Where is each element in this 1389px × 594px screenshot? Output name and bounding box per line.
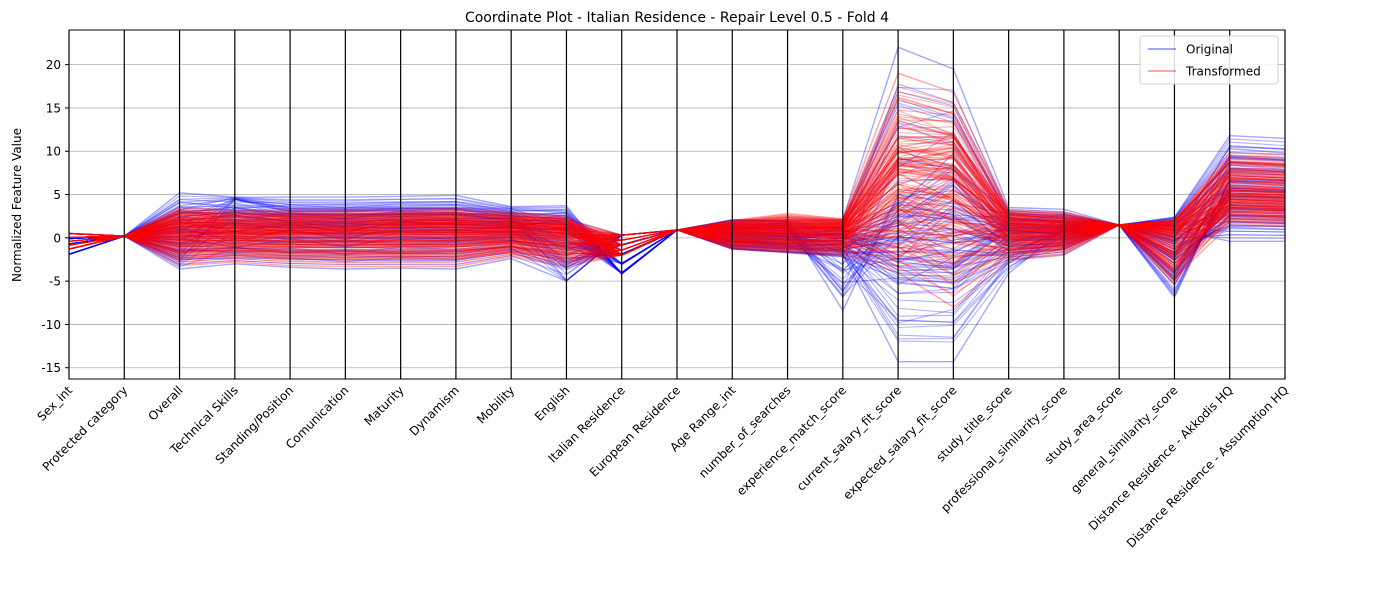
x-tick-label: expected_salary_fit_score — [840, 383, 959, 502]
y-tick-label: -15 — [41, 361, 61, 375]
y-tick-label: -5 — [49, 275, 61, 289]
x-tick-label: experience_match_score — [734, 383, 849, 498]
chart-title: Coordinate Plot - Italian Residence - Re… — [465, 10, 889, 26]
legend-box — [1139, 35, 1279, 85]
x-tick-label: general_similarity_score — [1068, 383, 1181, 496]
x-tick-label: Sex_int — [34, 383, 75, 424]
y-ticks: -15 -10 -5 0 5 10 15 20 — [41, 58, 69, 375]
y-tick-label: -10 — [41, 318, 61, 332]
x-tick-label: European Residence — [587, 383, 683, 479]
x-tick-label: Dynamism — [407, 383, 462, 438]
y-tick-label: 0 — [53, 231, 61, 245]
x-tick-label: Overall — [145, 383, 185, 423]
x-tick-label: Mobility — [474, 383, 517, 426]
x-tick-label: Maturity — [361, 383, 406, 428]
x-tick-label: number_of_searches — [696, 383, 794, 481]
legend-label-transformed: Transformed — [1185, 65, 1261, 79]
x-tick-label: English — [532, 383, 573, 424]
y-axis-label: Normalized Feature Value — [10, 128, 24, 282]
y-tick-label: 10 — [46, 145, 61, 159]
legend: Original Transformed — [1139, 35, 1279, 85]
x-tick-label: current_salary_fit_score — [794, 383, 904, 493]
y-tick-label: 20 — [46, 58, 61, 72]
plot-frame — [68, 29, 1286, 380]
feature-axes — [68, 30, 1286, 379]
y-tick-label: 5 — [53, 188, 61, 202]
y-tick-label: 15 — [46, 101, 61, 115]
legend-label-original: Original — [1186, 43, 1233, 57]
